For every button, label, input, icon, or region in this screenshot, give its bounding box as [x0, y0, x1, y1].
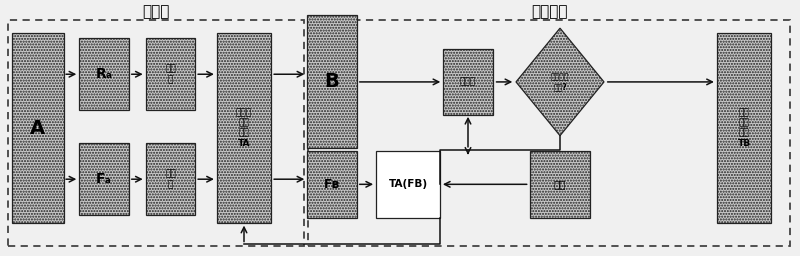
Text: 特征
点: 特征 点 — [165, 169, 176, 189]
FancyBboxPatch shape — [443, 49, 493, 115]
FancyBboxPatch shape — [146, 143, 195, 215]
FancyBboxPatch shape — [307, 151, 357, 218]
Text: B: B — [325, 72, 339, 91]
Text: TA(FB): TA(FB) — [389, 179, 427, 189]
Text: 粗配准
变换
参数
TA: 粗配准 变换 参数 TA — [236, 108, 252, 148]
Text: 互信息值
最大?: 互信息值 最大? — [550, 72, 570, 92]
FancyBboxPatch shape — [79, 38, 129, 110]
Text: 特征
点: 特征 点 — [165, 65, 176, 84]
FancyBboxPatch shape — [717, 33, 771, 223]
Polygon shape — [516, 28, 604, 136]
Text: 粗配准: 粗配准 — [142, 4, 170, 19]
Text: Fₐ: Fₐ — [96, 172, 112, 186]
FancyBboxPatch shape — [146, 38, 195, 110]
FancyBboxPatch shape — [217, 33, 271, 223]
Text: 最优
变换
参数
TB: 最优 变换 参数 TB — [738, 108, 750, 148]
FancyBboxPatch shape — [307, 15, 357, 148]
FancyBboxPatch shape — [376, 151, 440, 218]
Text: A: A — [30, 119, 45, 137]
FancyBboxPatch shape — [530, 151, 590, 218]
Text: 互信息: 互信息 — [460, 77, 476, 87]
Text: 精确配准: 精确配准 — [531, 4, 568, 19]
Text: Rₐ: Rₐ — [95, 67, 113, 81]
Text: Fʙ: Fʙ — [324, 178, 340, 191]
Text: 优化: 优化 — [554, 179, 566, 189]
FancyBboxPatch shape — [11, 33, 64, 223]
FancyBboxPatch shape — [79, 143, 129, 215]
